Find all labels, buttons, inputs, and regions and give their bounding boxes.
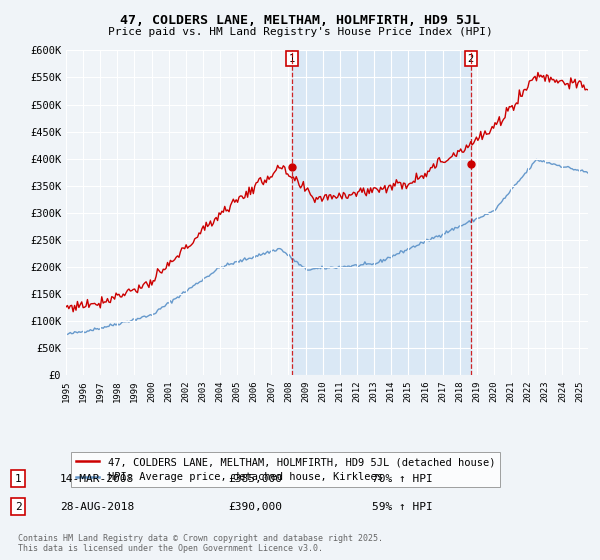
Text: £385,000: £385,000 — [228, 474, 282, 484]
Text: 70% ↑ HPI: 70% ↑ HPI — [372, 474, 433, 484]
Text: Price paid vs. HM Land Registry's House Price Index (HPI): Price paid vs. HM Land Registry's House … — [107, 27, 493, 37]
Text: 1: 1 — [14, 474, 22, 484]
Text: 2: 2 — [467, 54, 474, 63]
Text: £390,000: £390,000 — [228, 502, 282, 512]
Bar — [292, 50, 471, 375]
Text: 28-AUG-2018: 28-AUG-2018 — [60, 502, 134, 512]
Text: 47, COLDERS LANE, MELTHAM, HOLMFIRTH, HD9 5JL: 47, COLDERS LANE, MELTHAM, HOLMFIRTH, HD… — [120, 14, 480, 27]
Text: 1: 1 — [289, 54, 295, 63]
Text: 59% ↑ HPI: 59% ↑ HPI — [372, 502, 433, 512]
Text: Contains HM Land Registry data © Crown copyright and database right 2025.
This d: Contains HM Land Registry data © Crown c… — [18, 534, 383, 553]
Text: 2: 2 — [14, 502, 22, 512]
Text: 14-MAR-2008: 14-MAR-2008 — [60, 474, 134, 484]
Legend: 47, COLDERS LANE, MELTHAM, HOLMFIRTH, HD9 5JL (detached house), HPI: Average pri: 47, COLDERS LANE, MELTHAM, HOLMFIRTH, HD… — [71, 452, 500, 488]
